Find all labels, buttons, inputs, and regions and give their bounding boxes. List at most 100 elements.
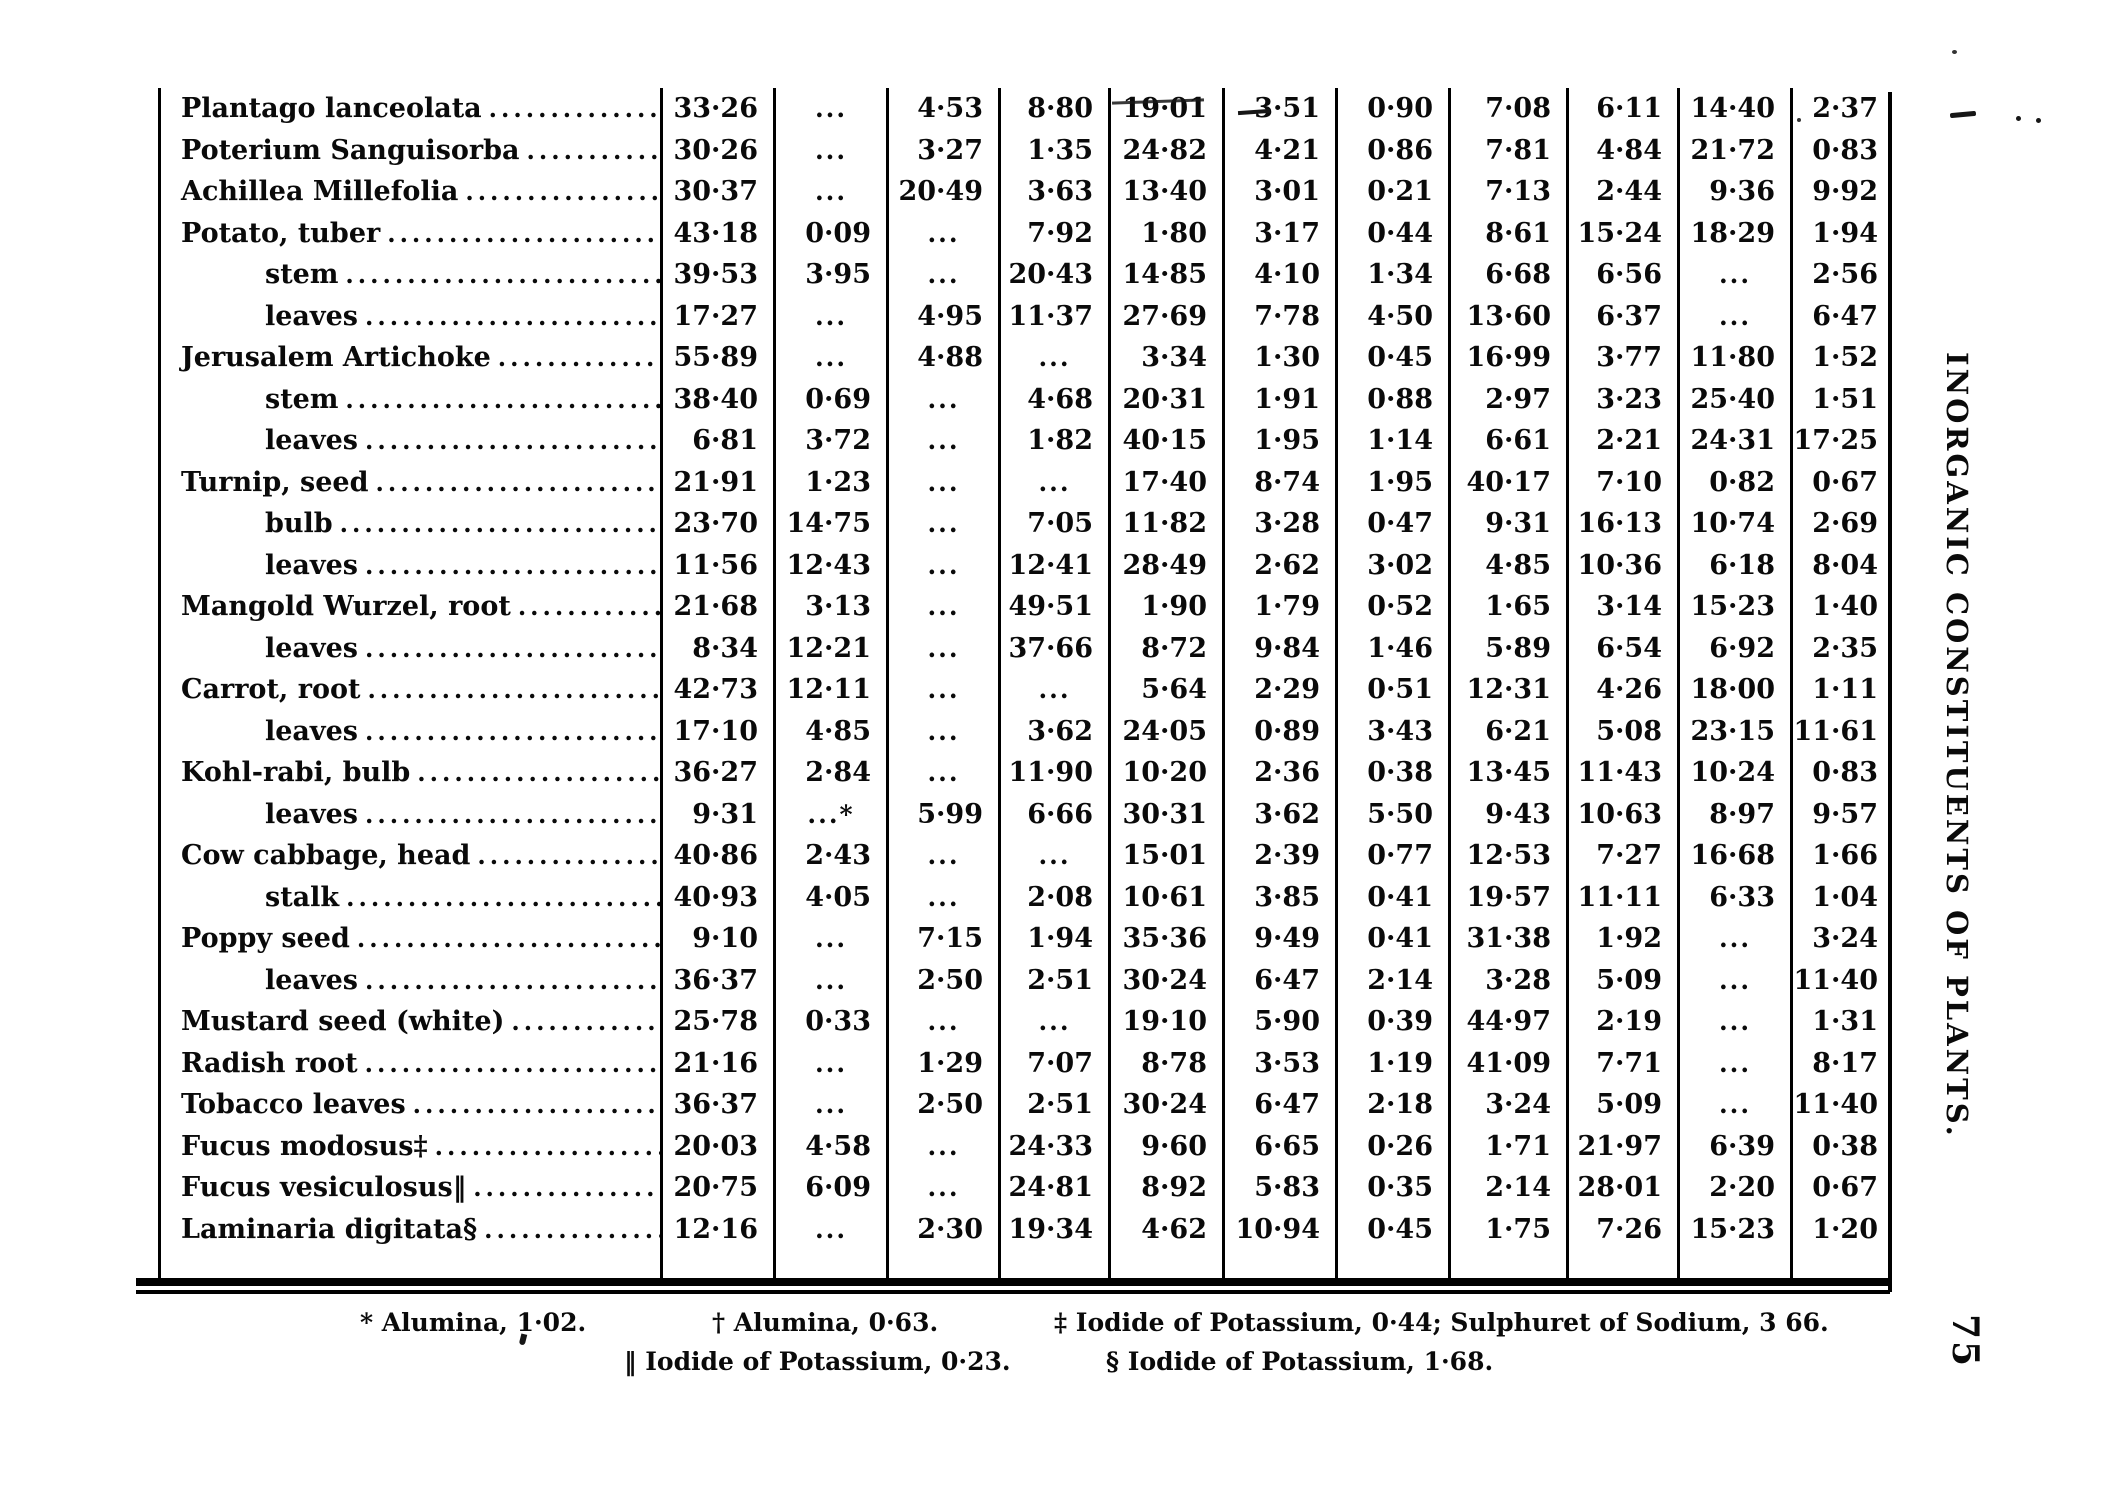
value-cell: 7·92 — [998, 212, 1108, 254]
value-cell: 2·43 — [773, 835, 886, 877]
value-cell: 0·83 — [1790, 129, 1893, 171]
dot-leader — [365, 551, 660, 580]
value-cell: 8·92 — [1108, 1167, 1222, 1209]
value-cell: 3·24 — [1790, 918, 1893, 960]
value-cell: 4·53 — [886, 88, 998, 130]
value-cell: 9·10 — [660, 918, 773, 960]
value-cell: 9·43 — [1448, 793, 1566, 835]
value-cell: 0·41 — [1335, 876, 1448, 918]
value-cell: 11·11 — [1566, 876, 1677, 918]
value-cell: 9·49 — [1222, 918, 1335, 960]
value-cell: 1·94 — [1790, 212, 1893, 254]
table-row: leaves 9·31 ...* 5·99 6·66 30·31 3·62 5·… — [158, 793, 1893, 835]
value-cell: 19·10 — [1108, 1001, 1222, 1043]
dot-leader — [489, 94, 660, 123]
value-cell: 0·45 — [1335, 1208, 1448, 1250]
table-row — [158, 1250, 1893, 1280]
dot-leader — [518, 592, 660, 621]
dot-leader — [365, 717, 660, 746]
value-cell: 15·23 — [1677, 586, 1790, 628]
value-cell: 0·77 — [1335, 835, 1448, 877]
value-cell: 12·21 — [773, 627, 886, 669]
table-row: Plantago lanceolata 33·26 ... 4·53 8·80 … — [158, 88, 1893, 130]
scan-artifact-comma — [518, 1333, 528, 1346]
value-cell: 5·83 — [1222, 1167, 1335, 1209]
table-row: Mustard seed (white) 25·78 0·33 ... ... … — [158, 1001, 1893, 1043]
value-cell: 7·81 — [1448, 129, 1566, 171]
value-cell: 3·85 — [1222, 876, 1335, 918]
value-cell: 4·62 — [1108, 1208, 1222, 1250]
value-cell — [1448, 1250, 1566, 1280]
value-cell: 0·69 — [773, 378, 886, 420]
plant-name-cell: Turnip, seed — [158, 461, 660, 503]
value-cell: 3·17 — [1222, 212, 1335, 254]
value-cell: 0·38 — [1790, 1125, 1893, 1167]
value-cell: 2·18 — [1335, 1084, 1448, 1126]
value-cell: 1·51 — [1790, 378, 1893, 420]
value-cell: 6·21 — [1448, 710, 1566, 752]
value-cell: 1·66 — [1790, 835, 1893, 877]
value-cell: 0·67 — [1790, 461, 1893, 503]
table-row: leaves 17·10 4·85 ... 3·62 24·05 0·89 3·… — [158, 710, 1893, 752]
value-cell: 1·29 — [886, 1042, 998, 1084]
table-row: stalk 40·93 4·05 ... 2·08 10·61 3·85 0·4… — [158, 876, 1893, 918]
plant-name-cell: Fucus modosus‡ — [158, 1125, 660, 1167]
value-cell: 11·90 — [998, 752, 1108, 794]
value-cell: 12·11 — [773, 669, 886, 711]
value-cell: 2·14 — [1335, 959, 1448, 1001]
table-row: stem 39·53 3·95 ... 20·43 14·85 4·10 1·3… — [158, 254, 1893, 296]
value-cell: ... — [1677, 1042, 1790, 1084]
value-cell: 1·20 — [1790, 1208, 1893, 1250]
plant-name: Mangold Wurzel, root — [181, 591, 511, 623]
value-cell: 9·84 — [1222, 627, 1335, 669]
value-cell: 2·29 — [1222, 669, 1335, 711]
value-cell: ... — [886, 544, 998, 586]
value-cell: 4·85 — [1448, 544, 1566, 586]
value-cell: 30·37 — [660, 171, 773, 213]
value-cell: 0·09 — [773, 212, 886, 254]
value-cell: 3·14 — [1566, 586, 1677, 628]
plant-name-cell: Fucus vesiculosus‖ — [158, 1167, 660, 1209]
value-cell: 6·47 — [1222, 959, 1335, 1001]
value-cell: 3·43 — [1335, 710, 1448, 752]
value-cell: 10·61 — [1108, 876, 1222, 918]
value-cell: 16·13 — [1566, 503, 1677, 545]
table-row: Poterium Sanguisorba 30·26 ... 3·27 1·35… — [158, 129, 1893, 171]
plant-name-cell — [158, 1250, 660, 1280]
value-cell: ... — [1677, 1001, 1790, 1043]
value-cell: 2·21 — [1566, 420, 1677, 462]
value-cell: 0·51 — [1335, 669, 1448, 711]
value-cell: 40·86 — [660, 835, 773, 877]
value-cell: 2·51 — [998, 959, 1108, 1001]
value-cell: 31·38 — [1448, 918, 1566, 960]
value-cell: 0·83 — [1790, 752, 1893, 794]
value-cell: 0·67 — [1790, 1167, 1893, 1209]
plant-name-cell: leaves — [158, 627, 660, 669]
footnote-alumina-1: * Alumina, 1·02. — [360, 1308, 587, 1337]
value-cell: 0·35 — [1335, 1167, 1448, 1209]
value-cell: 6·39 — [1677, 1125, 1790, 1167]
value-cell: 1·80 — [1108, 212, 1222, 254]
plant-name: leaves — [265, 425, 358, 457]
value-cell: 21·68 — [660, 586, 773, 628]
value-cell: 7·26 — [1566, 1208, 1677, 1250]
value-cell: ... — [773, 171, 886, 213]
value-cell: 11·43 — [1566, 752, 1677, 794]
value-cell: 7·78 — [1222, 295, 1335, 337]
value-cell: ... — [998, 835, 1108, 877]
plant-name: Radish root — [181, 1047, 358, 1079]
value-cell: 6·61 — [1448, 420, 1566, 462]
value-cell — [660, 1250, 773, 1280]
value-cell: 0·82 — [1677, 461, 1790, 503]
dot-leader — [473, 1173, 660, 1202]
value-cell: 6·81 — [660, 420, 773, 462]
value-cell: 6·11 — [1566, 88, 1677, 130]
value-cell: 27·69 — [1108, 295, 1222, 337]
dot-leader — [465, 177, 660, 206]
value-cell: 20·75 — [660, 1167, 773, 1209]
plant-name-cell: Tobacco leaves — [158, 1084, 660, 1126]
value-cell: 9·31 — [1448, 503, 1566, 545]
value-cell: 1·52 — [1790, 337, 1893, 379]
value-cell: 5·64 — [1108, 669, 1222, 711]
value-cell: 5·50 — [1335, 793, 1448, 835]
